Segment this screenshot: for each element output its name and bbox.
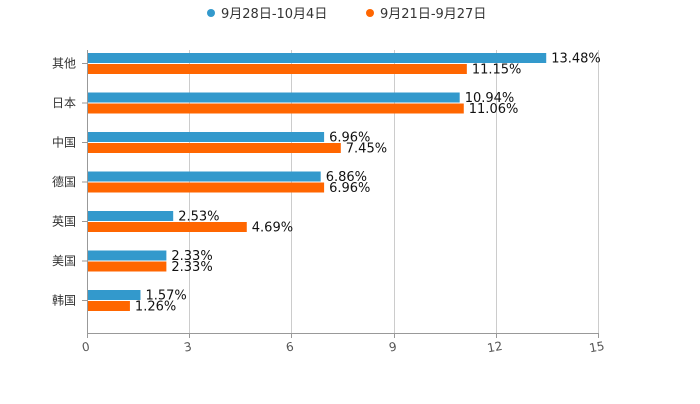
value-label-s1-6: 1.26% (135, 300, 176, 315)
bar-s1-4 (88, 222, 247, 232)
value-label-s0-2: 6.96% (329, 131, 370, 146)
bar-s1-3 (88, 182, 325, 193)
value-label-s0-3: 6.86% (326, 170, 367, 185)
value-label-s0-6: 1.57% (145, 289, 186, 304)
bar-s1-5 (88, 261, 167, 272)
value-label-s0-5: 2.33% (171, 249, 212, 264)
x-tick-label-12: 12 (486, 339, 503, 355)
bar-s1-0 (88, 64, 467, 74)
legend-marker-1 (366, 9, 374, 17)
bars (88, 53, 547, 311)
x-tick-label-15: 15 (588, 339, 605, 355)
bar-s1-1 (88, 103, 464, 114)
legend-label-1: 9月21日-9月27日 (380, 7, 486, 22)
bar-s0-5 (88, 250, 167, 261)
bar-s0-4 (88, 211, 174, 221)
bar-s0-0 (88, 53, 547, 63)
value-label-s1-4: 4.69% (252, 221, 293, 236)
category-label-4: 英国 (52, 215, 76, 229)
value-label-s1-1: 11.06% (469, 102, 519, 117)
legend-marker-0 (207, 9, 215, 17)
category-label-1: 日本 (52, 96, 76, 110)
category-label-0: 其他 (52, 57, 76, 71)
category-label-3: 德国 (52, 174, 76, 189)
value-label-s0-1: 10.94% (465, 91, 515, 106)
value-label-s1-3: 6.96% (329, 181, 370, 196)
category-label-2: 中国 (52, 135, 76, 150)
bar-s0-1 (88, 92, 460, 103)
x-tick-label-3: 3 (183, 340, 193, 355)
category-label-5: 美国 (52, 254, 76, 268)
value-label-s1-2: 7.45% (346, 142, 387, 157)
legend: 9月28日-10月4日 9月21日-9月27日 (207, 7, 486, 22)
bar-s0-2 (88, 132, 325, 142)
bar-s0-6 (88, 290, 141, 300)
category-label-6: 韩国 (52, 293, 76, 308)
x-tick-label-9: 9 (388, 340, 398, 355)
x-tick-label-6: 6 (285, 340, 295, 355)
x-tick-label-0: 0 (81, 340, 91, 355)
bar-s0-3 (88, 171, 321, 182)
bar-s1-6 (88, 301, 130, 311)
labels: 其他 13.48%11.15%日本 10.94%11.06%中国 6.96%7.45%… (52, 52, 601, 315)
bar-s1-2 (88, 143, 341, 153)
axes: 0 3 6 9 12 15 (81, 50, 606, 355)
value-label-s1-5: 2.33% (171, 260, 212, 275)
value-label-s1-0: 11.15% (472, 63, 522, 78)
value-label-s0-4: 2.53% (178, 210, 219, 225)
value-label-s0-0: 13.48% (551, 52, 601, 67)
legend-label-0: 9月28日-10月4日 (221, 7, 327, 22)
